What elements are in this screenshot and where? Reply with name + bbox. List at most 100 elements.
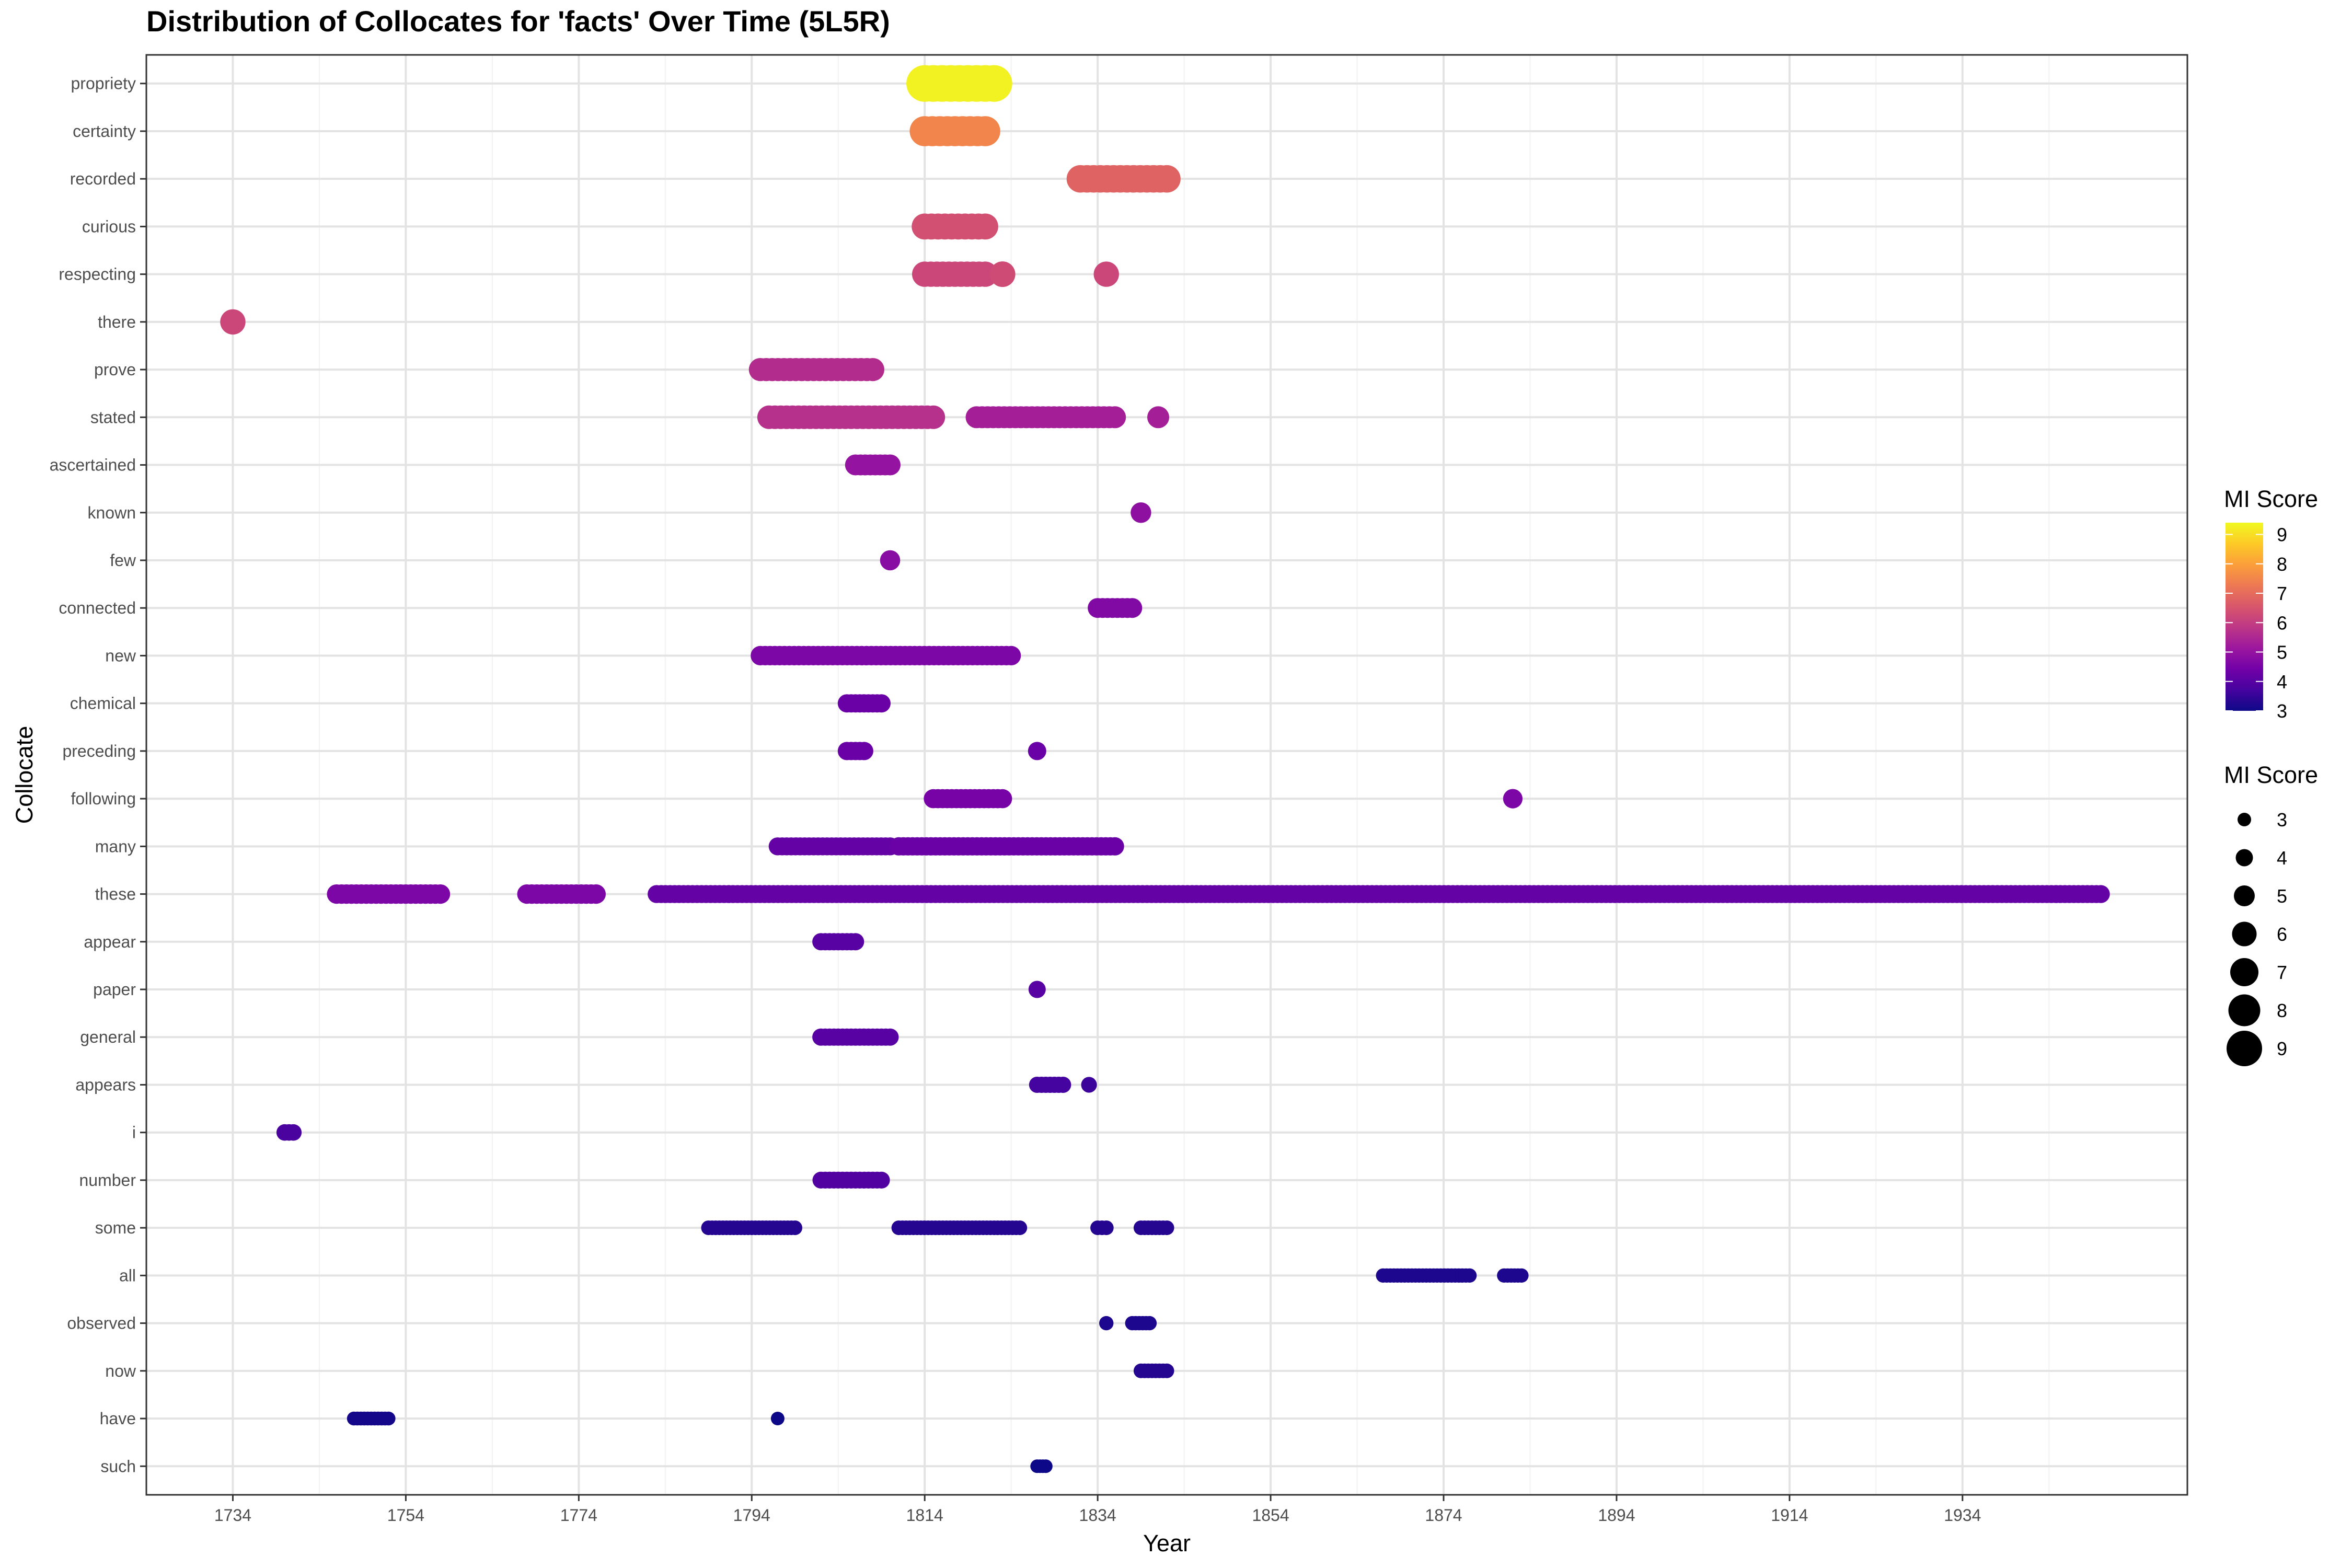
- size-legend: MI Score 3 4 5 6 7 8 9: [2224, 762, 2318, 1066]
- x-tick-label: 1734: [214, 1506, 251, 1525]
- y-axis: propriety certainty recorded curious respect…: [50, 74, 146, 1475]
- data-point: [1147, 406, 1169, 429]
- data-point: [1131, 502, 1151, 523]
- colorbar-label: 7: [2277, 583, 2287, 604]
- y-tick-label: ascertained: [50, 456, 136, 475]
- data-points: [220, 65, 2110, 1473]
- data-point: [881, 1028, 899, 1046]
- data-point: [2092, 885, 2110, 903]
- data-point: [1105, 837, 1124, 856]
- y-tick-label: few: [110, 551, 136, 570]
- data-point: [880, 550, 901, 571]
- data-point: [1093, 261, 1119, 287]
- x-tick-label: 1814: [906, 1506, 943, 1525]
- size-legend-dot: [2230, 958, 2258, 986]
- y-tick-label: observed: [67, 1314, 136, 1333]
- y-tick-label: such: [100, 1457, 136, 1475]
- y-tick-label: connected: [59, 598, 136, 617]
- y-tick-label: following: [71, 789, 136, 808]
- x-tick-label: 1754: [387, 1506, 424, 1525]
- chart-title: Distribution of Collocates for 'facts' O…: [146, 5, 890, 38]
- data-point: [1104, 406, 1126, 429]
- y-tick-label: preceding: [62, 742, 136, 760]
- y-tick-label: some: [95, 1218, 136, 1237]
- y-tick-label: many: [95, 837, 136, 856]
- data-point: [1159, 1363, 1174, 1378]
- size-legend-label: 6: [2277, 924, 2287, 945]
- data-point: [1503, 789, 1523, 809]
- colorbar-label: 9: [2277, 524, 2287, 546]
- colorbar-label: 6: [2277, 612, 2287, 633]
- x-tick-label: 1774: [560, 1506, 597, 1525]
- colorbar-label: 8: [2277, 554, 2287, 575]
- data-point: [788, 1220, 802, 1236]
- x-tick-label: 1874: [1425, 1506, 1462, 1525]
- data-point: [1001, 645, 1021, 665]
- x-tick-label: 1794: [733, 1506, 770, 1525]
- y-tick-label: these: [95, 885, 136, 904]
- y-tick-label: propriety: [71, 74, 136, 93]
- data-point: [285, 1124, 302, 1141]
- plot-panel-border: [145, 54, 2188, 1496]
- data-point: [1462, 1268, 1477, 1283]
- x-tick-label: 1914: [1771, 1506, 1808, 1525]
- major-gridlines: [146, 55, 2187, 1495]
- y-tick-label: appear: [84, 932, 136, 951]
- data-point: [1028, 981, 1046, 998]
- size-legend-dot: [2238, 813, 2251, 826]
- data-point: [1028, 742, 1046, 760]
- y-tick-label: new: [105, 646, 136, 665]
- data-point: [1122, 598, 1143, 618]
- data-point: [1099, 1220, 1114, 1236]
- y-axis-title: Collocate: [11, 726, 38, 824]
- colorbar-label: 3: [2277, 700, 2287, 722]
- colorbar-label: 4: [2277, 671, 2287, 693]
- size-legend-dot: [2235, 849, 2253, 867]
- data-point: [1055, 1077, 1071, 1093]
- size-legend-dot: [2232, 921, 2257, 947]
- x-tick-label: 1934: [1944, 1506, 1981, 1525]
- data-point: [1099, 1316, 1114, 1331]
- color-legend-title: MI Score: [2224, 486, 2318, 512]
- data-point: [1159, 1220, 1174, 1236]
- y-tick-label: all: [119, 1266, 136, 1285]
- y-tick-label: now: [105, 1362, 136, 1380]
- x-tick-label: 1834: [1079, 1506, 1116, 1525]
- minor-gridlines: [146, 55, 2050, 1495]
- y-tick-label: curious: [82, 217, 136, 236]
- y-tick-label: recorded: [70, 169, 136, 188]
- data-point: [880, 454, 901, 476]
- data-point: [1514, 1268, 1529, 1283]
- x-tick-label: 1894: [1598, 1506, 1635, 1525]
- data-point: [872, 694, 891, 713]
- data-point: [431, 884, 451, 904]
- data-point: [855, 742, 873, 760]
- size-legend-label: 7: [2277, 962, 2287, 983]
- data-point: [382, 1411, 396, 1426]
- data-point: [586, 884, 606, 904]
- y-tick-label: general: [80, 1028, 136, 1046]
- y-tick-label: chemical: [70, 694, 136, 713]
- data-point: [1039, 1459, 1053, 1473]
- x-axis: 1734 1754 1774 1794 1814 1834 1854 1874 1894 1914…: [214, 1495, 1981, 1525]
- size-legend-label: 5: [2277, 885, 2287, 907]
- data-point: [970, 116, 1000, 146]
- y-tick-label: there: [98, 313, 136, 331]
- y-tick-label: stated: [90, 408, 136, 426]
- x-tick-label: 1854: [1252, 1506, 1289, 1525]
- y-tick-label: have: [100, 1409, 136, 1428]
- color-legend: MI Score 3 4 5 6 7 8 9: [2224, 486, 2318, 722]
- y-tick-label: appears: [75, 1075, 136, 1094]
- size-legend-label: 9: [2277, 1038, 2287, 1059]
- data-point: [1081, 1077, 1097, 1093]
- data-point: [847, 933, 864, 951]
- size-legend-label: 3: [2277, 809, 2287, 831]
- y-tick-label: paper: [93, 980, 136, 999]
- size-legend-label: 8: [2277, 1000, 2287, 1021]
- data-point: [993, 789, 1012, 809]
- data-point: [921, 405, 946, 429]
- data-point: [873, 1171, 890, 1189]
- data-point: [1012, 1220, 1028, 1236]
- size-legend-title: MI Score: [2224, 762, 2318, 788]
